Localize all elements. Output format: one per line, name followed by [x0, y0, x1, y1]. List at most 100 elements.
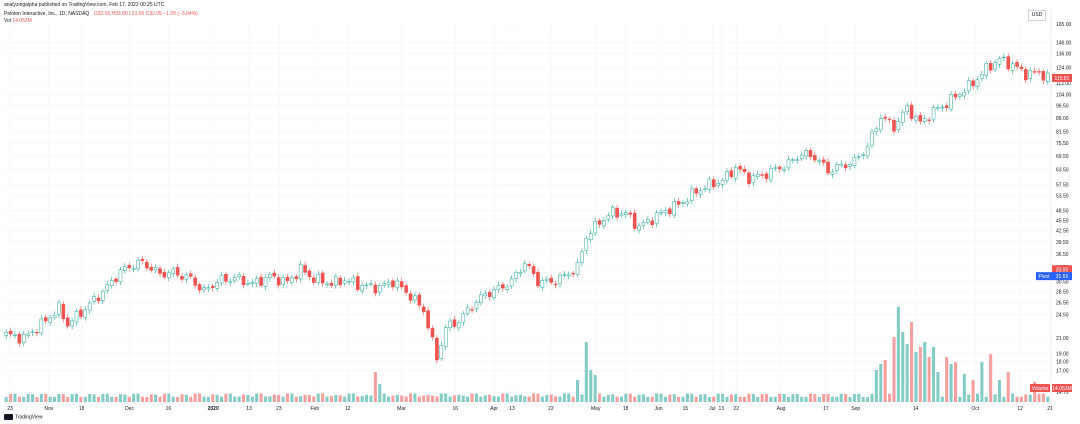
volume-bar — [593, 375, 597, 402]
candle-body — [865, 145, 870, 157]
volume-bar — [835, 396, 839, 402]
candle-body — [329, 283, 334, 286]
candle-body — [830, 171, 835, 175]
volume-bar — [312, 396, 316, 402]
volume-bar — [725, 396, 729, 402]
candle-body — [417, 294, 422, 306]
volume-bar — [738, 396, 742, 402]
currency-selector[interactable]: USD — [1028, 10, 1046, 21]
volume-bar — [734, 394, 738, 402]
price-tick-label: 30.50 — [1056, 279, 1069, 285]
volume-bar — [663, 396, 667, 402]
volume-label: Vol — [4, 18, 11, 24]
time-tick-label: 18 — [79, 406, 85, 412]
candle-body — [241, 276, 246, 285]
volume-bar — [958, 396, 962, 402]
candle-body — [228, 280, 233, 283]
candle-body — [861, 154, 866, 156]
candle-body — [843, 164, 848, 168]
volume-bar — [690, 393, 694, 402]
volume-bar — [329, 396, 333, 402]
volume-bar — [198, 393, 202, 402]
volume-bar — [307, 395, 311, 402]
volume-bar — [285, 393, 290, 402]
volume-bar — [1024, 394, 1028, 402]
candle-body — [303, 265, 307, 273]
volume-bar — [149, 394, 153, 402]
candle-body — [1006, 56, 1011, 70]
volume-bar — [945, 357, 949, 402]
candle-body — [202, 287, 206, 291]
time-tick-label: 18 — [623, 406, 629, 412]
candle-body — [764, 173, 769, 179]
candle-body — [87, 302, 92, 311]
price-tick-label: 63.50 — [1056, 168, 1069, 174]
candle-body — [602, 220, 606, 227]
candle-body — [276, 277, 281, 286]
candle-body — [593, 221, 597, 234]
candle-body — [958, 94, 962, 97]
price-tick-label: 21.00 — [1056, 336, 1069, 342]
volume-bar — [365, 394, 369, 402]
candle-body — [131, 268, 136, 270]
candle-body — [127, 264, 132, 269]
volume-bar — [1011, 393, 1015, 402]
price-tick-label: 48.50 — [1056, 209, 1069, 215]
volume-bar — [228, 393, 232, 402]
candle-body — [430, 327, 435, 338]
volume-bar — [597, 393, 602, 402]
candle-body — [892, 120, 896, 132]
candle-body — [984, 63, 989, 76]
volume-bar — [830, 396, 834, 402]
time-tick-label: 2020 — [208, 406, 219, 412]
candle-body — [123, 266, 127, 271]
volume-bar — [778, 393, 782, 402]
volume-bar — [883, 360, 887, 402]
candle-body — [514, 272, 518, 279]
candle-body — [769, 168, 773, 181]
candle-body — [457, 322, 461, 329]
brand-label: TradingView — [15, 414, 43, 421]
candle-body — [571, 273, 575, 275]
candle-body — [751, 175, 756, 183]
candle-body — [874, 128, 879, 132]
candle-body — [184, 274, 189, 280]
candle-body — [465, 307, 470, 314]
candle-body — [439, 345, 444, 359]
candle-body — [971, 80, 975, 87]
candle-body — [316, 273, 321, 283]
volume-bar — [140, 396, 144, 402]
candle-body — [43, 317, 48, 322]
candle-body — [21, 333, 26, 344]
candle-body — [92, 296, 96, 302]
tradingview-logo[interactable]: TradingView — [4, 414, 43, 420]
candle-body — [716, 183, 720, 186]
candle-body — [210, 285, 215, 288]
volume-bar — [110, 396, 114, 402]
volume-bar — [448, 396, 452, 402]
candle-body — [685, 201, 690, 204]
volume-bar — [61, 394, 65, 402]
volume-bar — [677, 396, 681, 402]
candle-body — [325, 283, 329, 286]
candle-body — [470, 309, 474, 311]
candle-body — [26, 333, 30, 336]
candle-body — [632, 212, 637, 229]
volume-bar — [461, 395, 465, 402]
volume-bar — [35, 396, 39, 402]
candle-body — [852, 157, 857, 166]
candle-body — [804, 150, 808, 157]
candle-body — [364, 284, 369, 286]
candle-body — [738, 165, 742, 170]
candle-body — [654, 212, 659, 224]
candle-body — [272, 272, 277, 277]
volume-bar — [492, 396, 496, 402]
volume-bar — [408, 393, 413, 402]
volume-bar — [672, 394, 676, 402]
candle-body — [382, 283, 386, 286]
volume-bar — [901, 332, 905, 402]
volume-bar — [971, 380, 975, 402]
volume-bar — [193, 393, 197, 402]
volume-bar — [866, 396, 870, 402]
